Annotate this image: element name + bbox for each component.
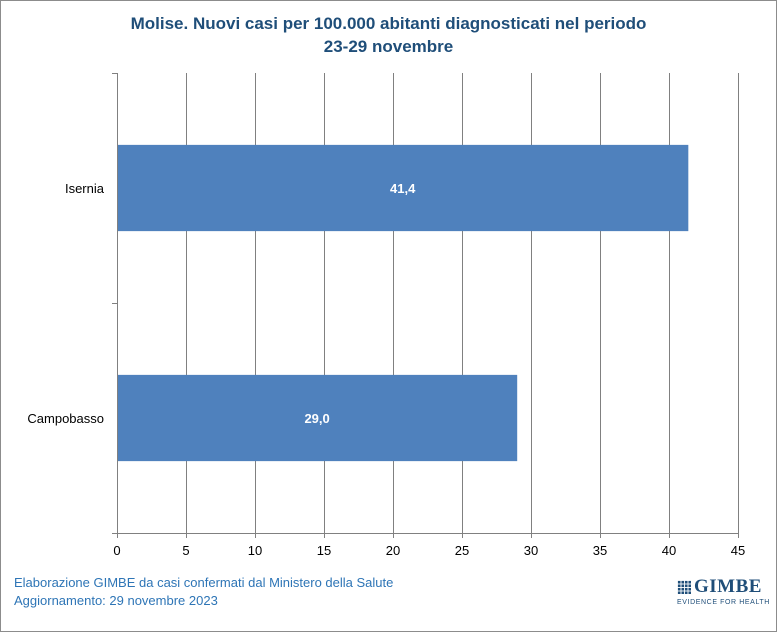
chart-title-line-1: Molise. Nuovi casi per 100.000 abitanti … (130, 14, 647, 33)
x-tick-label: 30 (524, 543, 538, 558)
x-tick-label: 25 (455, 543, 469, 558)
chart-title: Molise. Nuovi casi per 100.000 abitanti … (0, 12, 777, 58)
update-note: Aggiornamento: 29 novembre 2023 (14, 593, 218, 608)
gimbe-logo: GIMBE EVIDENCE FOR HEALTH (677, 576, 770, 613)
x-tick-label: 35 (593, 543, 607, 558)
chart-footer: Elaborazione GIMBE da casi confermati da… (14, 574, 393, 610)
gimbe-logo-tagline: EVIDENCE FOR HEALTH (677, 599, 770, 606)
category-label-isernia: Isernia (65, 181, 105, 196)
chart-title-line-2: 23-29 novembre (323, 37, 454, 56)
gimbe-logo-grid-icon (677, 580, 691, 594)
x-tick-label: 5 (182, 543, 189, 558)
x-tick-label: 40 (662, 543, 676, 558)
x-tick-label: 45 (731, 543, 745, 558)
x-tick-label: 0 (113, 543, 120, 558)
x-tick-label: 20 (386, 543, 400, 558)
x-tick-label: 10 (248, 543, 262, 558)
category-label-campobasso: Campobasso (27, 411, 104, 426)
data-label-isernia: 41,4 (390, 181, 416, 196)
bar-campobasso (118, 374, 518, 462)
data-label-campobasso: 29,0 (304, 411, 329, 426)
x-tick-label: 15 (317, 543, 331, 558)
source-note: Elaborazione GIMBE da casi confermati da… (14, 575, 394, 590)
bar-isernia (118, 144, 689, 232)
gimbe-logo-name: GIMBE (694, 576, 762, 597)
